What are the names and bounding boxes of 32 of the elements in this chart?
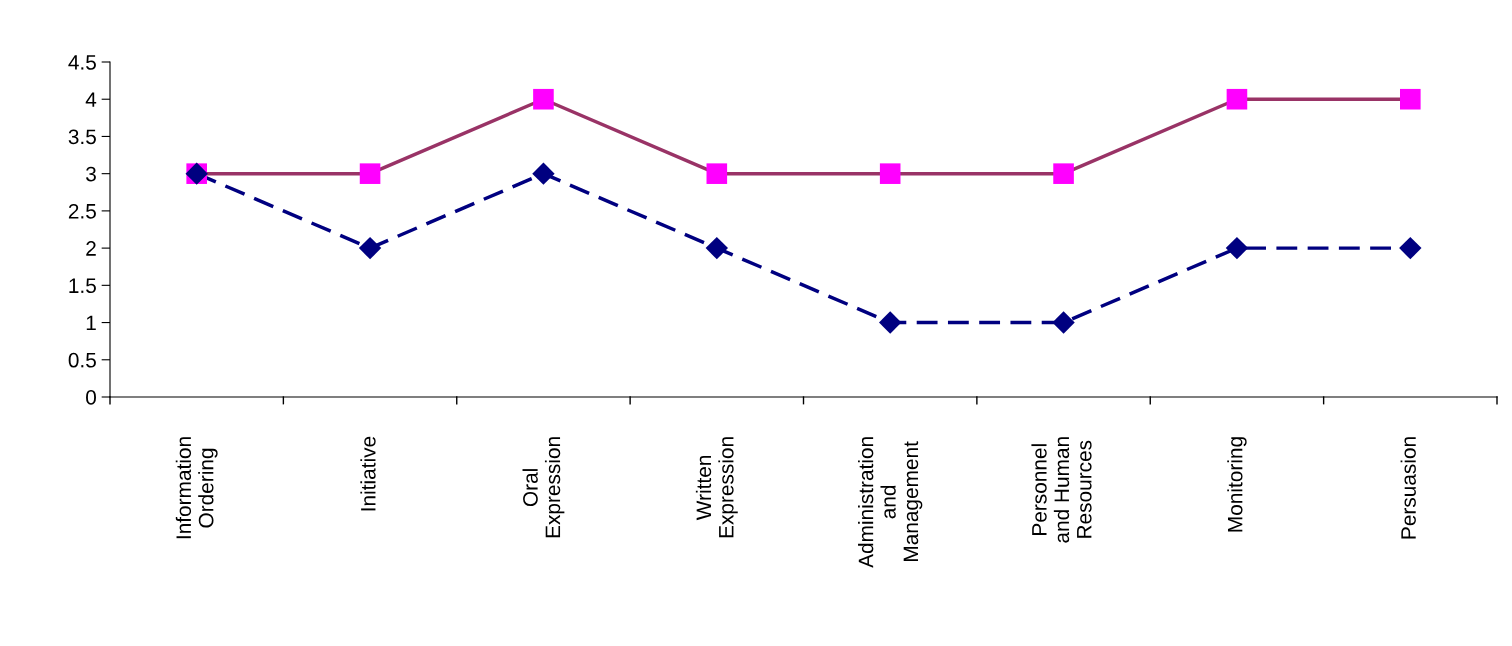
x-tick-label: Written Expression (695, 437, 738, 538)
y-tick-label: 3.5 (68, 129, 96, 145)
point (1399, 236, 1422, 260)
x-tick-label: Personnel and Human Resources (1031, 437, 1092, 543)
point (1400, 88, 1421, 110)
x-tick-label: Information Ordering (175, 437, 218, 539)
point (359, 163, 381, 184)
point (532, 162, 555, 185)
point (879, 163, 901, 184)
point (706, 163, 728, 184)
point (1226, 88, 1248, 110)
point (705, 236, 729, 260)
y-tick-label: 3 (86, 166, 96, 182)
x-tick-label: Initiative (360, 436, 376, 511)
y-tick-label: 1 (86, 315, 96, 331)
y-tick-label: 0.5 (68, 352, 96, 368)
x-tick-label: Monitoring (1227, 437, 1247, 532)
x-tick-label: Persuasion (1400, 437, 1416, 539)
y-tick-label: 0 (86, 390, 96, 405)
y-tick-label: 4 (85, 92, 97, 107)
y-tick-label: 2.5 (68, 203, 96, 219)
y-tick-label: 4.5 (68, 55, 96, 70)
point (878, 311, 902, 334)
y-tick-label: 2 (86, 241, 96, 256)
point (533, 88, 554, 110)
point (1225, 236, 1249, 260)
x-tick-label: Administration and Management (858, 437, 923, 568)
point (1053, 163, 1074, 184)
point (1052, 311, 1075, 334)
x-tick-label: Oral Expression (522, 437, 565, 538)
point (358, 236, 382, 260)
y-tick-label: 1.5 (69, 278, 96, 294)
